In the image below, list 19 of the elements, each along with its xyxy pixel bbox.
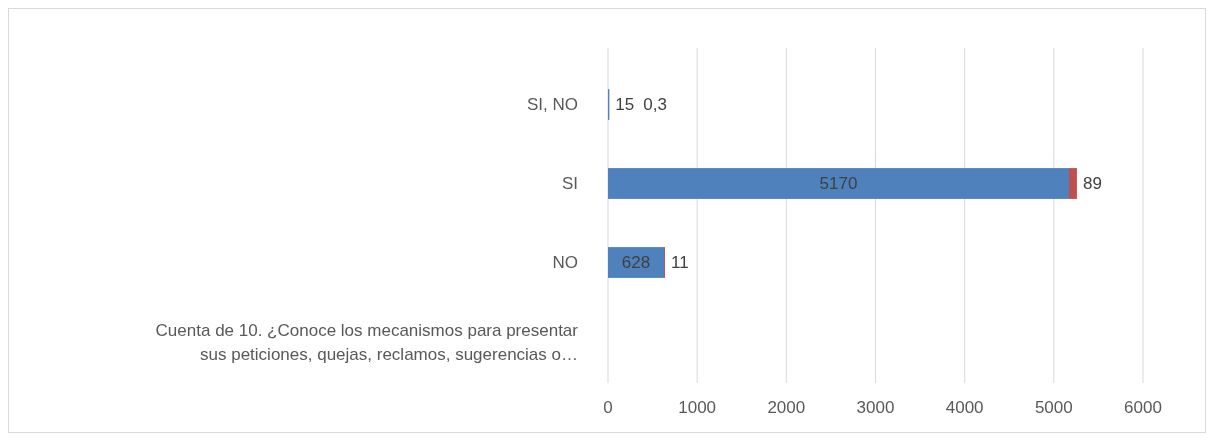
bar	[608, 168, 1069, 199]
x-tick-label: 3000	[856, 398, 895, 417]
x-tick-label: 1000	[678, 398, 717, 417]
data-label: 0,3	[643, 95, 667, 115]
data-label: 11	[670, 253, 689, 273]
data-label: 89	[1082, 174, 1102, 194]
bar	[1068, 168, 1077, 199]
data-label: 15	[615, 95, 635, 115]
y-tick-label: SI	[561, 174, 578, 194]
x-tick-label: 5000	[1034, 398, 1073, 417]
y-tick-label: Cuenta de 10. ¿Conoce los mecanismos para presentar sus peticiones, quejas, reclamos, sugerencias o…	[155, 321, 579, 365]
data-label: 5170	[819, 174, 858, 194]
data-label: 628	[621, 253, 651, 273]
x-tick-label: 6000	[1124, 398, 1162, 417]
x-tick-label: 4000	[945, 398, 984, 417]
x-tick-label: 2000	[767, 398, 806, 417]
y-tick-label: NO	[552, 253, 578, 273]
y-tick-label: SI, NO	[526, 95, 578, 115]
x-tick-label: 0	[603, 398, 613, 417]
